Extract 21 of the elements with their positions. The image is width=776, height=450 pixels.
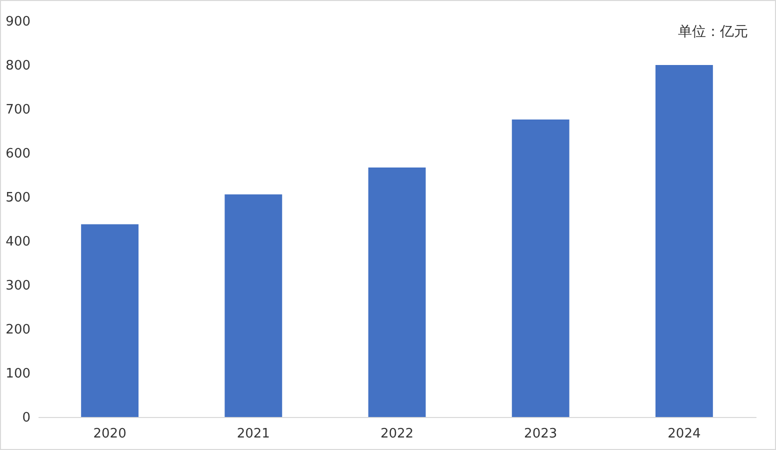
y-tick-label: 400: [6, 234, 30, 250]
y-tick-label: 800: [6, 58, 30, 74]
bar: [368, 168, 426, 417]
annotation: 单位：亿元: [678, 24, 748, 40]
y-tick-label: 500: [6, 190, 30, 206]
y-tick-label: 0: [22, 410, 30, 426]
x-tick-label: 2024: [668, 426, 701, 442]
y-tick-label: 700: [6, 102, 30, 118]
bar: [81, 224, 139, 417]
y-tick-label: 200: [6, 322, 30, 338]
y-tick-label: 600: [6, 146, 30, 162]
x-tick-label: 2021: [236, 426, 270, 442]
y-tick-label: 100: [6, 366, 30, 382]
y-tick-label: 300: [6, 278, 30, 294]
x-tick-label: 2023: [524, 426, 558, 442]
bar: [655, 65, 713, 417]
bar: [224, 194, 282, 417]
x-tick-label: 2020: [93, 426, 126, 442]
bar: [512, 120, 570, 417]
y-tick-label: 900: [6, 14, 30, 30]
x-tick-label: 2022: [380, 426, 414, 442]
